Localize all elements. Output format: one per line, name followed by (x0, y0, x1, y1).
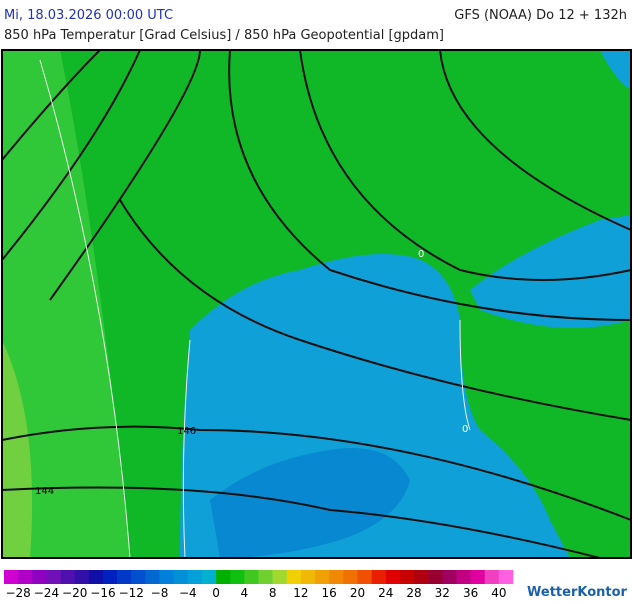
contour-label: 0 (418, 249, 424, 260)
colorbar-label: −8 (151, 586, 169, 600)
map-frame (1, 49, 632, 559)
colorbar-label: −24 (34, 586, 59, 600)
color-swatch (428, 570, 443, 584)
color-swatch (145, 570, 160, 584)
color-swatch (258, 570, 273, 584)
colorbar-label: 20 (350, 586, 365, 600)
colorbar-label: 12 (293, 586, 308, 600)
color-swatch (470, 570, 486, 584)
colder-zone (210, 448, 410, 558)
model-info: GFS (NOAA) Do 12 + 132h (454, 8, 627, 23)
color-swatch (442, 570, 457, 584)
colorbar-label: 16 (322, 586, 337, 600)
warm-zone (2, 340, 33, 558)
color-swatch (399, 570, 415, 584)
colorbar-label: 24 (378, 586, 393, 600)
color-swatch (414, 570, 429, 584)
color-swatch (300, 570, 316, 584)
color-swatch (315, 570, 330, 584)
colorbar-label: −28 (5, 586, 30, 600)
logo: WetterKontor (527, 585, 628, 600)
cold-zone (470, 215, 631, 328)
color-swatch (343, 570, 358, 584)
color-swatch (385, 570, 401, 584)
color-swatch (272, 570, 288, 584)
color-swatch (201, 570, 217, 584)
color-swatch (74, 570, 90, 584)
color-swatch (60, 570, 75, 584)
color-swatch (32, 570, 47, 584)
color-swatch (88, 570, 104, 584)
colorbar-label: 36 (463, 586, 478, 600)
colorbar-label: 40 (491, 586, 506, 600)
color-swatch (117, 570, 132, 584)
colorbar-label: −20 (62, 586, 87, 600)
color-swatch (230, 570, 245, 584)
datetime: Mi, 18.03.2026 00:00 UTC (4, 8, 173, 23)
color-swatch (244, 570, 259, 584)
contour-label: 146 (177, 426, 196, 437)
color-swatch (4, 570, 19, 584)
colorbar: −28 −24 −20 −16 −12 −8 −4 0 4 8 12 16 20 24 28 32 36 40 (4, 570, 514, 600)
map: 146 144 0 0 (1, 49, 632, 559)
contour-label: 0 (462, 424, 468, 435)
colorbar-label: −4 (179, 586, 197, 600)
color-swatch (46, 570, 61, 584)
color-swatch (456, 570, 471, 584)
colorbar-label: 8 (269, 586, 277, 600)
color-swatch (498, 570, 514, 584)
color-swatch (159, 570, 174, 584)
color-swatch (102, 570, 118, 584)
color-swatch (484, 570, 500, 584)
contour-label: 144 (35, 486, 54, 497)
colorbar-label: 32 (435, 586, 450, 600)
warm-zone (2, 50, 130, 558)
colorbar-label: 0 (212, 586, 220, 600)
colorbar-label: 4 (241, 586, 249, 600)
color-swatch (329, 570, 344, 584)
cold-zone (600, 50, 631, 90)
color-swatch (187, 570, 203, 584)
color-swatch (18, 570, 33, 584)
color-swatch (173, 570, 189, 584)
color-swatch (131, 570, 146, 584)
colorbar-label: −12 (119, 586, 144, 600)
color-swatch (357, 570, 372, 584)
subtitle: 850 hPa Temperatur [Grad Celsius] / 850 … (4, 28, 444, 43)
color-swatch (286, 570, 302, 584)
color-swatch (371, 570, 387, 584)
color-swatch (216, 570, 231, 584)
colorbar-label: −16 (90, 586, 115, 600)
colorbar-label: 28 (406, 586, 421, 600)
